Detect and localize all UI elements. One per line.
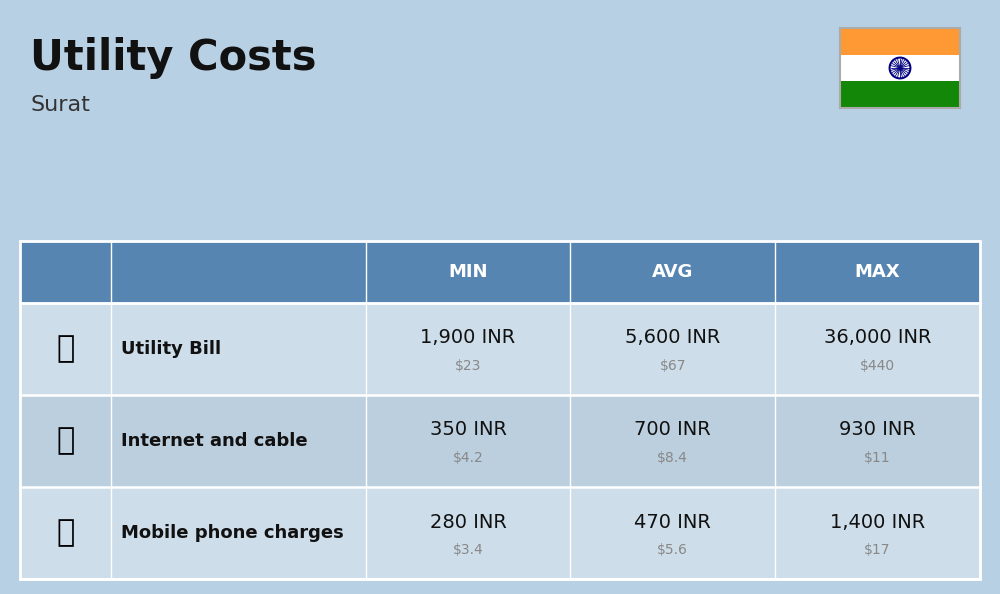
Text: $8.4: $8.4 [657,451,688,465]
Text: Internet and cable: Internet and cable [121,432,308,450]
Text: Mobile phone charges: Mobile phone charges [121,524,344,542]
Text: MAX: MAX [855,263,900,281]
Text: Utility Bill: Utility Bill [121,340,221,358]
Bar [20,395,980,487]
Text: 280 INR: 280 INR [430,513,506,532]
Text: 36,000 INR: 36,000 INR [824,328,931,347]
Bar [840,28,960,108]
Text: $23: $23 [455,359,481,372]
Text: 1,900 INR: 1,900 INR [420,328,516,347]
Text: $440: $440 [860,359,895,372]
Bar [20,303,980,395]
Bar [20,487,980,579]
Text: 1,400 INR: 1,400 INR [830,513,925,532]
Text: $5.6: $5.6 [657,543,688,557]
Bar [20,241,980,579]
Text: $11: $11 [864,451,891,465]
Text: $17: $17 [864,543,891,557]
Text: Surat: Surat [30,95,90,115]
Text: Utility Costs: Utility Costs [30,37,316,79]
Bar [840,28,960,55]
Text: 350 INR: 350 INR [430,421,507,440]
Text: 🔌: 🔌 [56,334,75,364]
Text: 5,600 INR: 5,600 INR [625,328,720,347]
Text: 📡: 📡 [56,426,75,456]
Text: $4.2: $4.2 [453,451,483,465]
Text: 📱: 📱 [56,519,75,548]
Text: 470 INR: 470 INR [634,513,711,532]
Text: 930 INR: 930 INR [839,421,916,440]
Bar [840,55,960,81]
Text: 700 INR: 700 INR [634,421,711,440]
Bar [840,81,960,108]
Text: $67: $67 [660,359,686,372]
Text: $3.4: $3.4 [453,543,483,557]
Text: AVG: AVG [652,263,693,281]
Text: MIN: MIN [448,263,488,281]
Bar [20,241,980,303]
